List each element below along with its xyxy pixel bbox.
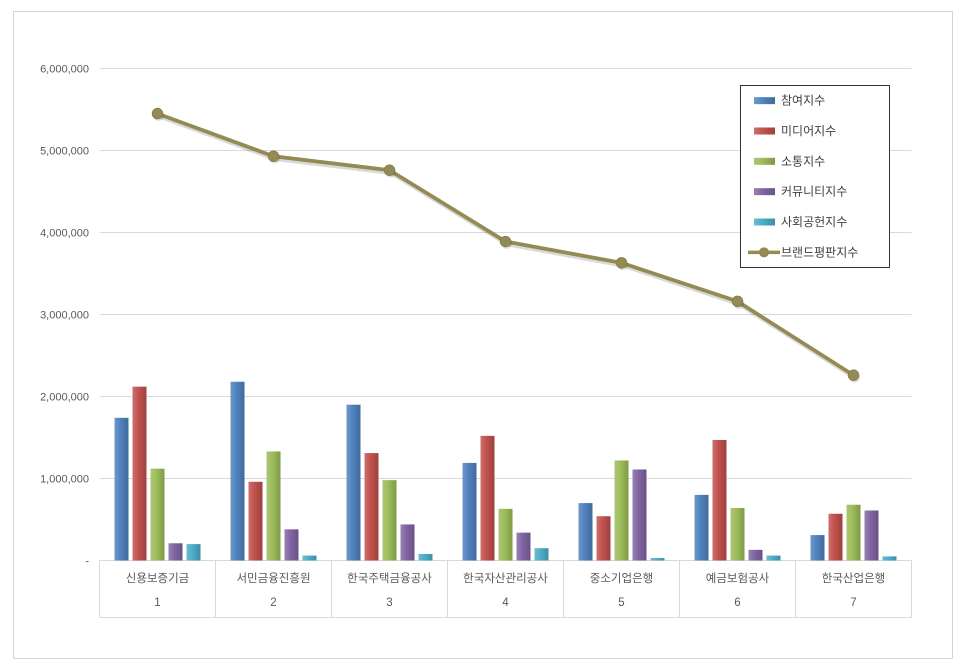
category-rank: 3 [386, 597, 392, 609]
y-axis-label: 1,000,000 [40, 474, 89, 486]
category-label: 한국산업은행 [822, 572, 885, 585]
bar-미디어지수-cat5 [596, 516, 611, 561]
bar-커뮤니티지수-cat1 [168, 543, 183, 561]
legend-label-사회공헌지수: 사회공헌지수 [781, 215, 847, 229]
y-axis-label: 3,000,000 [40, 310, 89, 322]
legend-swatch-미디어지수 [754, 127, 775, 135]
bar-소통지수-cat5 [614, 460, 629, 561]
bar-사회공헌지수-cat2 [302, 555, 317, 561]
bar-커뮤니티지수-cat7 [864, 510, 879, 561]
legend-swatch-소통지수 [754, 157, 775, 165]
legend-label-커뮤니티지수: 커뮤니티지수 [781, 185, 847, 199]
bar-커뮤니티지수-cat6 [748, 549, 763, 561]
category-rank: 5 [618, 597, 624, 609]
category-label: 신용보증기금 [126, 572, 189, 585]
category-label: 서민금융진흥원 [236, 571, 310, 585]
bar-소통지수-cat1 [150, 468, 165, 561]
line-marker-cat2 [267, 150, 280, 162]
bar-사회공헌지수-cat5 [650, 558, 665, 561]
legend-label-브랜드평판지수: 브랜드평판지수 [781, 245, 858, 259]
line-marker-cat5 [615, 257, 628, 269]
bar-소통지수-cat4 [498, 508, 513, 561]
category-label: 한국주택금융공사 [347, 572, 432, 585]
bar-참여지수-cat1 [114, 417, 129, 561]
category-rank: 7 [850, 597, 856, 609]
bar-소통지수-cat6 [730, 508, 745, 561]
legend-line-marker [759, 247, 769, 258]
bar-소통지수-cat3 [382, 480, 397, 561]
y-axis-label: - [85, 556, 89, 568]
bar-참여지수-cat4 [462, 462, 477, 561]
bar-커뮤니티지수-cat3 [400, 524, 415, 561]
bar-미디어지수-cat2 [248, 481, 263, 561]
line-marker-cat7 [847, 369, 860, 381]
bar-소통지수-cat2 [266, 451, 281, 561]
bar-참여지수-cat6 [694, 494, 709, 561]
legend-swatch-참여지수 [754, 97, 775, 105]
legend-swatch-커뮤니티지수 [754, 188, 775, 196]
category-rank: 1 [154, 597, 160, 609]
line-marker-cat1 [151, 107, 164, 120]
line-marker-cat4 [499, 235, 512, 248]
bar-미디어지수-cat1 [132, 386, 147, 561]
bar-사회공헌지수-cat4 [534, 548, 549, 561]
bar-커뮤니티지수-cat2 [284, 529, 299, 561]
legend-swatch-사회공헌지수 [754, 218, 775, 226]
line-marker-cat6 [731, 295, 744, 308]
bar-미디어지수-cat4 [480, 435, 495, 561]
category-label: 중소기업은행 [590, 572, 653, 585]
category-rank: 6 [734, 597, 740, 609]
bar-커뮤니티지수-cat5 [632, 469, 647, 561]
legend-label-소통지수: 소통지수 [781, 154, 825, 168]
legend-label-미디어지수: 미디어지수 [781, 124, 836, 138]
bar-참여지수-cat2 [230, 381, 245, 561]
bar-참여지수-cat3 [346, 404, 361, 561]
category-label: 예금보험공사 [706, 572, 770, 585]
bar-미디어지수-cat7 [828, 513, 843, 561]
legend-box [740, 85, 890, 268]
category-rank: 4 [502, 597, 509, 609]
bar-커뮤니티지수-cat4 [516, 532, 531, 561]
y-axis-label: 6,000,000 [40, 64, 89, 76]
legend-label-참여지수: 참여지수 [781, 94, 825, 108]
y-axis-label: 4,000,000 [40, 228, 89, 240]
bar-사회공헌지수-cat6 [766, 555, 781, 561]
bar-미디어지수-cat6 [712, 439, 727, 561]
bar-사회공헌지수-cat7 [882, 556, 897, 561]
bar-미디어지수-cat3 [364, 453, 379, 561]
line-marker-cat3 [383, 164, 396, 176]
bar-사회공헌지수-cat3 [418, 553, 433, 561]
bar-소통지수-cat7 [846, 504, 861, 561]
bar-참여지수-cat5 [578, 503, 593, 561]
y-axis-label: 5,000,000 [40, 146, 89, 158]
category-label: 한국자산관리공사 [463, 572, 548, 585]
y-axis-label: 2,000,000 [40, 392, 89, 404]
bar-사회공헌지수-cat1 [186, 544, 201, 561]
category-rank: 2 [270, 597, 276, 609]
bar-참여지수-cat7 [810, 535, 825, 561]
